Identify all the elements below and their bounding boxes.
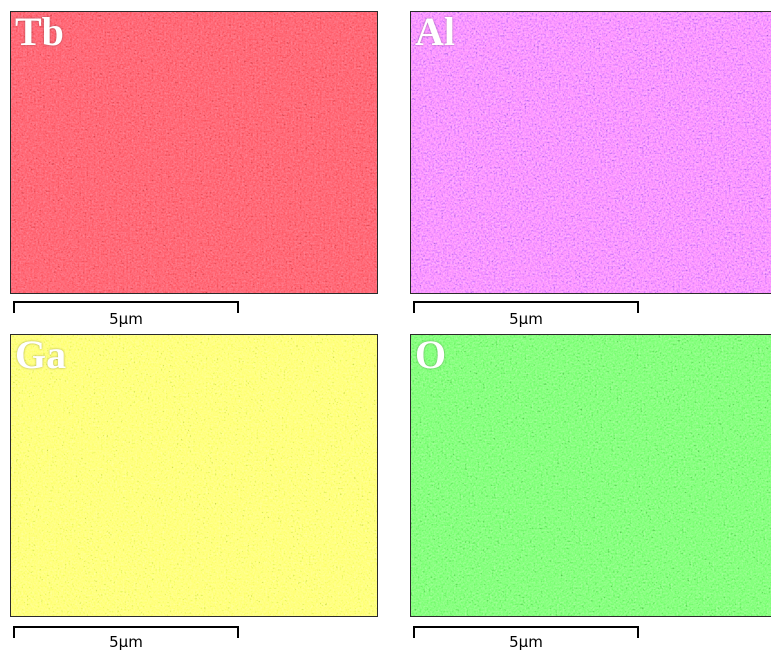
element-label-al: Al: [415, 11, 455, 54]
elemental-map-al: Al: [410, 11, 771, 294]
scale-label-o: 5μm: [509, 633, 543, 651]
map-speckle-texture: [411, 12, 771, 293]
scale-label-tb: 5μm: [109, 310, 143, 328]
scale-bar-tb: [13, 301, 239, 313]
ga-map-image: [11, 335, 377, 616]
elemental-map-tb: Tb: [10, 11, 378, 294]
element-label-o: O: [415, 334, 447, 377]
elemental-map-ga: Ga: [10, 334, 378, 617]
elemental-map-o: O: [410, 334, 771, 617]
tb-map-image: [11, 12, 377, 293]
map-speckle-texture: [11, 12, 377, 293]
element-label-ga: Ga: [15, 334, 67, 377]
scale-label-al: 5μm: [509, 310, 543, 328]
scale-bar-ga: [13, 626, 239, 638]
element-label-tb: Tb: [15, 11, 64, 54]
scale-bar-o: [413, 626, 639, 638]
o-map-image: [411, 335, 771, 616]
map-speckle-texture: [411, 335, 771, 616]
al-map-image: [411, 12, 771, 293]
scale-label-ga: 5μm: [109, 633, 143, 651]
map-speckle-texture: [11, 335, 377, 616]
scale-bar-al: [413, 301, 639, 313]
